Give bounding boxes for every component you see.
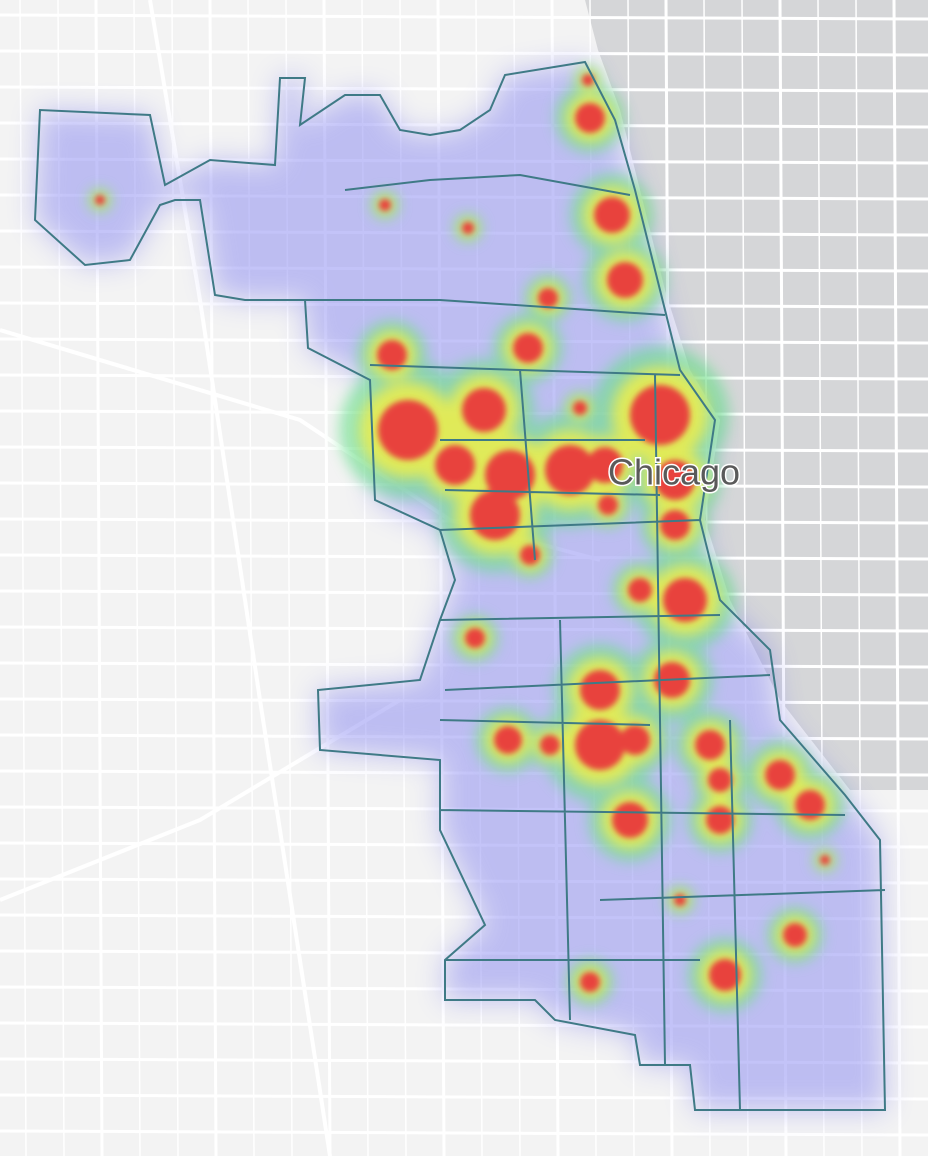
heat-spot	[709, 959, 741, 991]
road	[0, 13, 928, 21]
heat-spot	[538, 288, 558, 308]
heat-spot	[435, 445, 475, 485]
heat-base	[35, 62, 885, 1110]
heat-spot	[598, 495, 618, 515]
heat-spot	[485, 450, 535, 500]
heat-spot	[494, 726, 522, 754]
heat-spot	[580, 972, 600, 992]
heat-spot	[575, 103, 605, 133]
heat-spot	[580, 670, 620, 710]
heat-spot	[462, 388, 506, 432]
road	[0, 1129, 928, 1137]
road	[0, 85, 928, 93]
heat-spot	[470, 490, 520, 540]
heat-spot	[820, 855, 830, 865]
heat-spot	[587, 447, 623, 483]
heat-spot	[612, 802, 648, 838]
heat-spot	[379, 199, 391, 211]
road	[892, 0, 902, 1156]
heat-spot	[620, 725, 650, 755]
road	[0, 49, 928, 57]
heat-spot	[378, 400, 438, 460]
heat-spot	[377, 340, 407, 370]
heat-spot	[465, 628, 485, 648]
heat-spot	[663, 578, 707, 622]
heat-spot	[594, 197, 630, 233]
heat-spot	[607, 262, 643, 298]
road	[19, 0, 27, 1156]
heat-spot	[513, 333, 543, 363]
city-label: Chicago	[608, 452, 740, 493]
heat-spot	[540, 735, 560, 755]
heat-spot	[575, 720, 625, 770]
heat-spot	[783, 923, 807, 947]
heat-spot	[674, 894, 686, 906]
heat-spot	[795, 790, 825, 820]
community-boundaries	[33, 60, 887, 1111]
heat-spot	[765, 760, 795, 790]
heat-spot	[708, 768, 732, 792]
heat-spot	[630, 385, 690, 445]
heat-spot	[95, 195, 105, 205]
heat-spot	[655, 460, 695, 500]
heat-spot	[628, 578, 652, 602]
heat-spot	[520, 545, 540, 565]
heat-spot	[573, 401, 587, 415]
heat-spot	[660, 510, 690, 540]
road	[0, 121, 928, 129]
heat-spot	[462, 222, 474, 234]
heat-spot	[706, 806, 734, 834]
heat-spot	[582, 74, 594, 86]
heat-spot	[695, 730, 725, 760]
heat-spot	[545, 445, 595, 495]
